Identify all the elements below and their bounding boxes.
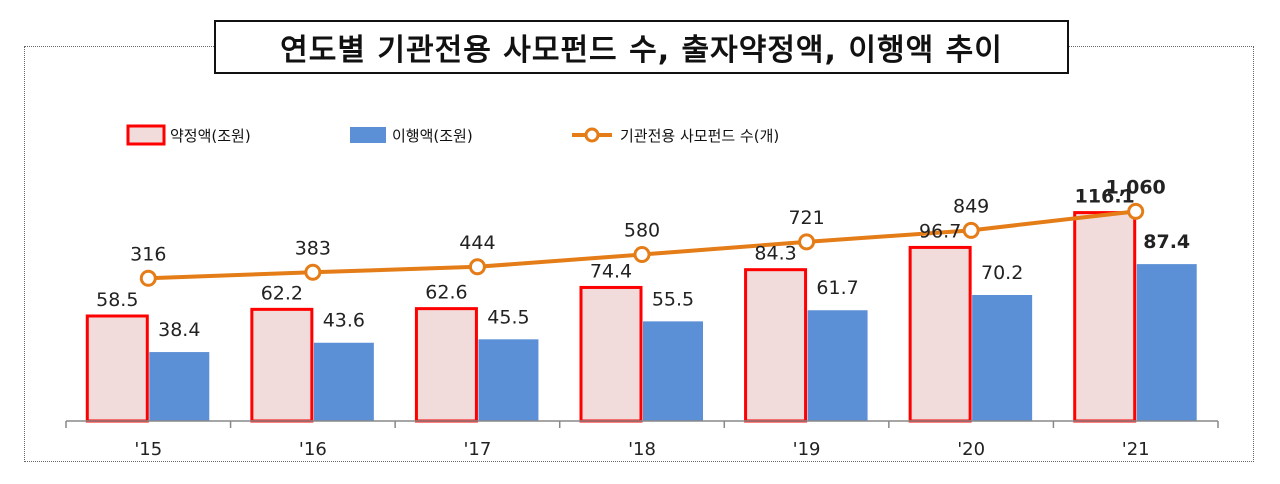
fund-count-value-label: 316: [130, 243, 166, 265]
commitment-value-label: 96.7: [919, 220, 961, 242]
executed-value-label: 43.6: [323, 310, 365, 332]
fund-count-value-label: 1,060: [1106, 176, 1166, 198]
fund-count-point: [633, 246, 651, 264]
fund-count-point: [468, 258, 486, 276]
fund-count-point: [139, 269, 157, 287]
executed-value-label: 38.4: [158, 319, 200, 341]
legend-label-commitment: 약정액(조원): [170, 127, 251, 145]
legend-swatch-commitment: [126, 124, 166, 146]
commitment-bar: [250, 307, 314, 423]
executed-bar: [149, 352, 210, 421]
x-tick-label: '16: [299, 439, 327, 460]
x-tick-label: '15: [134, 439, 162, 460]
executed-value-label: 61.7: [816, 277, 858, 299]
x-tick-label: '17: [463, 439, 491, 460]
commitment-bar: [1073, 211, 1137, 423]
fund-count-value-label: 580: [624, 220, 660, 242]
legend-label-executed: 이행액(조원): [392, 127, 473, 145]
commitment-bar: [908, 245, 972, 423]
fund-count-value-label: 849: [953, 195, 989, 217]
legend-label-fund-count: 기관전용 사모펀드 수(개): [620, 127, 779, 145]
commitment-bar: [579, 285, 643, 423]
commitment-value-label: 62.2: [261, 282, 303, 304]
fund-count-value-label: 721: [788, 207, 824, 229]
legend: 약정액(조원) 이행액(조원) 기관전용 사모펀드 수(개): [126, 124, 779, 146]
chart-title: 연도별 기관전용 사모펀드 수, 출자약정액, 이행액 추이: [214, 20, 1069, 74]
fund-count-value-label: 444: [459, 232, 495, 254]
executed-value-label: 45.5: [487, 306, 529, 328]
executed-bar: [1136, 264, 1197, 421]
fund-count-point: [962, 221, 980, 239]
fund-count-value-label: 383: [295, 237, 331, 259]
x-tick-label: '18: [628, 439, 656, 460]
fund-count-point: [798, 233, 816, 251]
fund-count-point: [304, 263, 322, 281]
x-tick-label: '19: [793, 439, 821, 460]
executed-value-label: 70.2: [981, 262, 1023, 284]
commitment-bar: [414, 307, 478, 423]
commitment-bar: [85, 314, 149, 423]
commitment-value-label: 58.5: [96, 289, 138, 311]
commitment-value-label: 116.1: [1075, 186, 1135, 208]
executed-value-label: 55.5: [652, 288, 694, 310]
executed-bar: [478, 339, 539, 421]
commitment-value-label: 62.6: [425, 282, 467, 304]
executed-value-label: 87.4: [1143, 231, 1190, 253]
executed-bar: [972, 294, 1033, 421]
commitment-value-label: 74.4: [590, 260, 632, 282]
x-tick-label: '20: [957, 439, 985, 460]
legend-marker-fund-count: [584, 127, 600, 143]
commitment-value-label: 84.3: [754, 243, 796, 265]
fund-count-point: [1127, 202, 1145, 220]
executed-bar: [807, 310, 868, 421]
commitment-bar: [744, 268, 808, 423]
x-tick-label: '21: [1122, 439, 1150, 460]
executed-bar: [643, 321, 703, 421]
executed-bar: [313, 342, 374, 421]
legend-swatch-executed: [350, 127, 386, 143]
